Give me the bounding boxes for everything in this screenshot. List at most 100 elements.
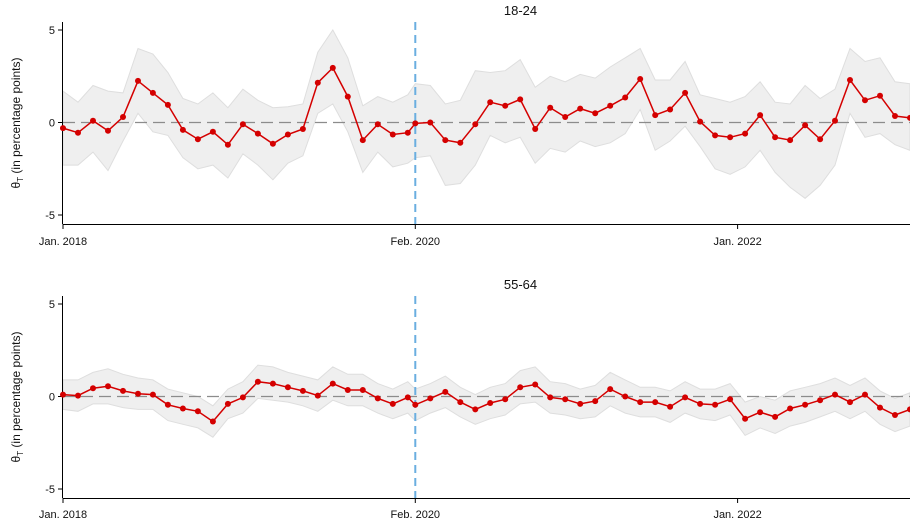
data-point <box>652 399 659 406</box>
data-point <box>742 130 749 137</box>
data-point <box>622 393 629 400</box>
data-point <box>164 401 171 408</box>
data-point <box>412 401 419 408</box>
data-point <box>224 400 231 407</box>
data-point <box>120 387 126 394</box>
data-point <box>682 394 689 401</box>
x-tick-label: Jan. 2018 <box>39 509 87 521</box>
data-point <box>607 102 614 109</box>
data-point <box>239 121 246 128</box>
data-point <box>592 398 599 405</box>
data-point <box>442 137 449 144</box>
confidence-band <box>62 364 910 438</box>
data-point <box>359 137 366 144</box>
data-point <box>487 400 494 406</box>
data-point <box>299 387 306 394</box>
data-point <box>224 141 231 148</box>
data-point <box>457 139 464 146</box>
data-point <box>502 102 509 109</box>
data-point <box>329 64 336 71</box>
data-point <box>179 126 186 133</box>
data-point <box>389 131 396 138</box>
data-point <box>802 122 809 129</box>
data-point <box>427 395 434 402</box>
data-point <box>135 390 141 397</box>
y-tick-label: -5 <box>45 484 55 496</box>
panel-2: 5 0 -5 Jan. 2018 Feb. 2020 Jan. 2022 55-64 θT (… <box>9 277 910 521</box>
data-point <box>299 126 306 132</box>
data-point <box>622 94 629 101</box>
data-point <box>389 400 396 407</box>
confidence-band <box>62 29 910 199</box>
data-point <box>517 96 524 103</box>
data-point <box>269 140 276 147</box>
data-point <box>254 130 261 137</box>
data-point <box>254 378 261 385</box>
data-point <box>149 89 156 96</box>
x-tick-label: Jan. 2022 <box>713 236 761 248</box>
data-point <box>194 136 201 143</box>
data-point <box>164 101 171 108</box>
x-tick-label: Feb. 2020 <box>391 509 441 521</box>
data-point <box>862 391 868 398</box>
data-point <box>547 394 554 401</box>
data-point <box>135 77 141 84</box>
data-point <box>359 387 366 393</box>
data-point <box>772 413 779 420</box>
data-point <box>374 121 381 128</box>
y-tick-label: -5 <box>45 210 55 222</box>
data-point <box>877 92 883 99</box>
data-point <box>502 396 509 403</box>
data-point <box>60 391 66 398</box>
panel-title: 55-64 <box>504 277 537 292</box>
estimate-line <box>62 66 910 146</box>
data-point <box>329 380 336 387</box>
data-point <box>75 129 81 136</box>
data-point <box>907 114 910 121</box>
data-point <box>637 399 644 406</box>
data-point <box>547 104 554 111</box>
data-point <box>239 394 246 401</box>
data-point <box>832 391 838 398</box>
x-tick-label: Jan. 2022 <box>713 509 761 521</box>
data-point <box>637 76 644 82</box>
data-point <box>697 118 704 125</box>
data-point <box>105 127 111 134</box>
data-point <box>457 399 464 406</box>
data-point <box>284 384 291 391</box>
data-point <box>442 388 449 395</box>
data-point <box>404 129 411 136</box>
x-tick-label: Jan. 2018 <box>39 236 87 248</box>
data-point <box>60 125 66 132</box>
data-point <box>907 406 910 413</box>
data-point <box>284 131 291 138</box>
data-point <box>314 79 321 86</box>
data-point <box>577 400 584 407</box>
data-point <box>682 89 689 96</box>
data-point <box>742 415 749 422</box>
data-point <box>90 117 96 124</box>
data-point <box>757 112 764 119</box>
y-axis-label: θT (in percentage points) <box>9 332 25 463</box>
data-point <box>75 392 81 399</box>
y-tick-label: 5 <box>49 299 55 311</box>
data-point <box>487 99 494 106</box>
estimate-line <box>62 380 910 423</box>
data-point <box>652 112 659 119</box>
data-point <box>149 391 156 398</box>
panel-title: 18-24 <box>504 3 537 18</box>
data-point <box>892 412 898 418</box>
data-point <box>269 380 276 387</box>
data-point <box>517 384 524 391</box>
data-point <box>427 119 434 126</box>
data-point <box>817 136 824 143</box>
data-point <box>817 397 824 404</box>
data-point <box>667 106 674 113</box>
data-point <box>667 403 674 410</box>
data-point <box>120 114 126 120</box>
data-point <box>757 409 764 416</box>
data-point <box>472 121 479 128</box>
data-point <box>344 387 351 393</box>
data-point <box>862 97 868 104</box>
